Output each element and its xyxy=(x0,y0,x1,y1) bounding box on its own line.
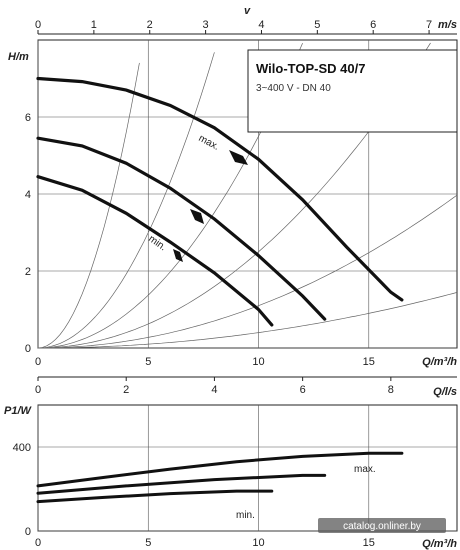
power-series-label-max: max. xyxy=(354,464,376,475)
pump-head-curve xyxy=(36,175,274,327)
watermark-text: catalog.onliner.by xyxy=(343,521,421,532)
velocity-tick-label: 4 xyxy=(258,19,264,31)
bottom-y-ticks: 0 400 xyxy=(13,442,31,538)
power-curve xyxy=(36,489,274,504)
velocity-axis-label: v xyxy=(244,5,251,17)
velocity-tick-label: 1 xyxy=(91,19,97,31)
velocity-tick-label: 6 xyxy=(370,19,376,31)
top-y-tick-label: 6 xyxy=(25,112,31,124)
flow-ls-tick-label: 8 xyxy=(388,384,394,396)
top-x-tick-label: 0 xyxy=(35,356,41,368)
power-curve xyxy=(36,451,404,488)
bottom-flow-axis-label: Q/m³/h xyxy=(422,538,457,550)
top-y-tick-label: 4 xyxy=(25,189,31,201)
bottom-y-tick-label: 400 xyxy=(13,442,31,454)
series-label-min: min. xyxy=(146,233,168,253)
system-curve xyxy=(38,194,458,349)
bottom-x-tick-label: 5 xyxy=(145,537,151,549)
top-x-ticks: 0 5 10 15 xyxy=(35,356,375,368)
system-curve xyxy=(38,292,458,349)
flow-ls-tick-label: 2 xyxy=(123,384,129,396)
top-x-tick-label: 10 xyxy=(252,356,264,368)
watermark: catalog.onliner.by xyxy=(318,518,446,533)
top-x-tick-label: 5 xyxy=(145,356,151,368)
flow-ls-tick-label: 4 xyxy=(211,384,217,396)
bottom-x-ticks: 0 5 10 15 xyxy=(35,537,375,549)
bottom-x-tick-label: 10 xyxy=(252,537,264,549)
velocity-axis-unit: m/s xyxy=(438,19,457,31)
power-axis-label: P1/W xyxy=(4,405,33,417)
velocity-axis-ticks: 0 1 2 3 4 5 6 7 xyxy=(35,19,432,34)
system-curve xyxy=(38,42,431,349)
top-system-curves xyxy=(37,42,458,349)
top-series xyxy=(36,76,404,327)
bottom-series xyxy=(36,451,404,504)
flow-ls-tick-label: 0 xyxy=(35,384,41,396)
velocity-tick-label: 7 xyxy=(426,19,432,31)
top-y-tick-label: 2 xyxy=(25,266,31,278)
bottom-x-tick-label: 15 xyxy=(363,537,375,549)
top-y-ticks: 0 2 4 6 xyxy=(25,112,31,355)
head-axis-label: H/m xyxy=(8,51,29,63)
velocity-tick-label: 0 xyxy=(35,19,41,31)
power-series-label-min: min. xyxy=(236,510,255,521)
velocity-tick-label: 2 xyxy=(147,19,153,31)
power-curve xyxy=(36,473,327,495)
velocity-tick-label: 5 xyxy=(314,19,320,31)
top-x-tick-label: 15 xyxy=(363,356,375,368)
operating-point-marker-max xyxy=(229,150,248,165)
flow-ls-axis-label: Q/l/s xyxy=(433,386,457,398)
system-curve xyxy=(37,42,303,349)
top-chart: 0 5 10 15 0 2 4 6 0 1 2 3 4 5 6 7 v m/s H/m Q/m³/h Wi… xyxy=(8,5,458,368)
top-y-tick-label: 0 xyxy=(25,343,31,355)
chart-subtitle: 3~400 V - DN 40 xyxy=(256,83,331,94)
bottom-y-tick-label: 0 xyxy=(25,526,31,538)
bottom-chart: 0 2 4 6 8 Q/l/s 0 5 10 15 0 400 P1/W Q/m³/h max.… xyxy=(4,376,458,550)
system-curve xyxy=(37,52,215,349)
operating-point-marker-min xyxy=(173,249,183,262)
operating-point-marker-mid xyxy=(190,209,204,224)
title-box xyxy=(247,49,458,133)
top-flow-axis-label: Q/m³/h xyxy=(422,356,457,368)
watermark-background xyxy=(318,518,446,533)
chart-title: Wilo-TOP-SD 40/7 xyxy=(256,61,365,76)
velocity-tick-label: 3 xyxy=(203,19,209,31)
pump-head-curve xyxy=(36,76,404,302)
system-curve xyxy=(37,62,140,349)
pump-head-curve xyxy=(36,136,327,321)
flow-ls-axis-ticks: 0 2 4 6 8 xyxy=(35,377,394,396)
series-label-max: max. xyxy=(197,133,221,153)
bottom-x-tick-label: 0 xyxy=(35,537,41,549)
flow-ls-tick-label: 6 xyxy=(300,384,306,396)
